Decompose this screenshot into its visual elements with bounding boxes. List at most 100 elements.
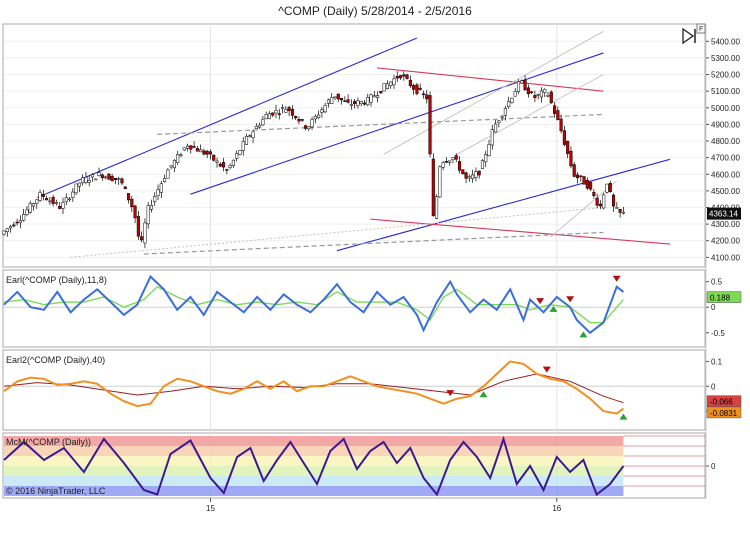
earl2-oscillator: 0.10-0.1-0.066-0.0831: [3, 357, 742, 420]
earl-signal-down: [612, 275, 621, 282]
candle-up: [94, 178, 98, 181]
candle-up: [543, 89, 547, 93]
candle-down: [444, 161, 448, 163]
candle-up: [310, 119, 314, 128]
candle-up: [258, 125, 262, 128]
candle-up: [536, 93, 540, 96]
candle-up: [494, 123, 498, 133]
price-drawing-tools[interactable]: [37, 30, 671, 258]
candle-down: [120, 178, 124, 184]
price-axis-tick-label: 4900.00: [711, 120, 740, 129]
candle-up: [389, 81, 393, 87]
earl2-axis-tick-label: 0.1: [711, 357, 723, 366]
candle-up: [74, 183, 78, 194]
candle-down: [208, 151, 213, 155]
earl-panel[interactable]: [2, 269, 706, 348]
channel-red-line[interactable]: [376, 67, 604, 92]
guide-dashed-line[interactable]: [143, 231, 604, 255]
candle-down: [277, 113, 281, 115]
candle-up: [323, 104, 327, 113]
price-panel[interactable]: [2, 23, 706, 268]
candle-up: [471, 174, 475, 179]
price-axis-tick-label: 5000.00: [711, 104, 740, 113]
candle-down: [287, 107, 291, 111]
candle-down: [553, 105, 557, 114]
candle-up: [487, 144, 491, 157]
earl-axis-tick-label: 0: [711, 303, 716, 312]
candle-down: [431, 158, 435, 217]
guide-dashed-line[interactable]: [157, 113, 604, 135]
candle-down: [294, 116, 298, 119]
candle-down: [556, 110, 560, 120]
candle-up: [621, 211, 625, 214]
candle-up: [333, 96, 337, 99]
price-axis-tick-label: 4500.00: [711, 187, 740, 196]
earl2-panel[interactable]: [2, 349, 706, 431]
earl-slow-line: [3, 285, 624, 324]
candle-up: [38, 192, 42, 201]
candle-down: [408, 79, 412, 87]
candle-up: [274, 110, 278, 114]
candle-down: [271, 112, 275, 116]
candle-up: [264, 114, 268, 120]
earl-signal-up: [579, 331, 588, 338]
candle-down: [362, 102, 367, 105]
guide-dotted-line[interactable]: [70, 207, 604, 258]
play-forward-icon[interactable]: [682, 27, 696, 45]
candle-down: [398, 75, 403, 79]
candle-up: [117, 178, 121, 180]
candle-down: [41, 194, 45, 197]
candle-down: [205, 150, 209, 155]
candle-down: [300, 119, 304, 121]
candle-down: [353, 101, 357, 105]
candle-up: [359, 100, 363, 104]
candle-up: [546, 95, 550, 97]
panel-f-icon[interactable]: F: [696, 23, 706, 34]
candle-up: [435, 196, 439, 219]
candle-down: [140, 236, 144, 241]
candle-down: [346, 99, 350, 103]
price-axis-tick-label: 5200.00: [711, 71, 740, 80]
candle-up: [48, 200, 52, 203]
earl2-value-tag-fast-bg: [706, 406, 742, 419]
candle-down: [461, 169, 465, 175]
candle-down: [618, 208, 622, 213]
candle-up: [25, 209, 29, 215]
candle-down: [608, 183, 612, 192]
candle-up: [67, 198, 72, 201]
x-tick-label: 15: [206, 504, 215, 513]
candle-up: [605, 183, 609, 193]
channel-blue-line[interactable]: [37, 37, 418, 199]
earl2-axis-tick-label: 0: [711, 382, 716, 391]
earl-axis-tick-label: 0.5: [711, 278, 723, 287]
guide-fan-line[interactable]: [456, 74, 604, 155]
candle-up: [238, 150, 242, 155]
mcm-band: [4, 446, 624, 456]
earl2-fast-line: [3, 360, 624, 415]
last-price-tag-bg: [707, 207, 741, 220]
guide-fan-line[interactable]: [383, 30, 604, 155]
candle-down: [51, 197, 55, 204]
price-axis-tick-label: 5100.00: [711, 87, 740, 96]
candle-up: [251, 131, 255, 138]
channel-blue-line[interactable]: [336, 158, 671, 252]
candle-down: [336, 93, 340, 100]
mcm-band: [4, 466, 624, 476]
candle-down: [559, 118, 563, 132]
candle-down: [126, 193, 131, 201]
candle-up: [18, 220, 22, 223]
earl-value-tag: 0.188: [710, 294, 731, 303]
candle-up: [172, 160, 176, 169]
candle-up: [385, 83, 389, 89]
candle-up: [54, 202, 58, 204]
candle-up: [602, 194, 606, 209]
earl2-signal-down: [542, 366, 551, 373]
copyright-text: © 2016 NinjaTrader, LLC: [6, 486, 106, 496]
candle-up: [179, 154, 183, 157]
x-axis-ticks: 15 16: [206, 498, 562, 513]
candle-up: [146, 205, 150, 225]
candle-up: [159, 183, 163, 193]
candle-down: [572, 164, 576, 177]
channel-red-line[interactable]: [370, 218, 671, 245]
earl-signal-down: [536, 298, 545, 305]
